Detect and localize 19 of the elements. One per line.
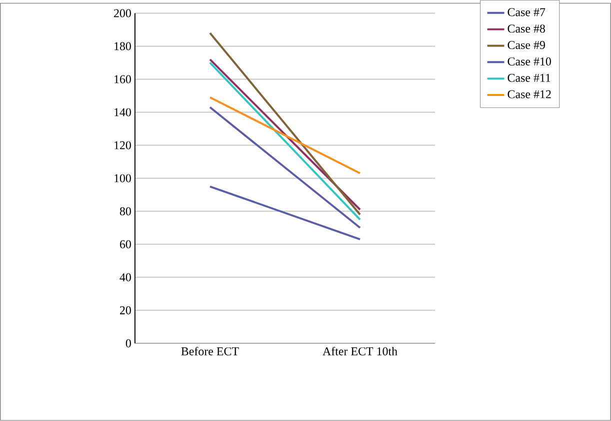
y-tick-label: 100	[114, 174, 131, 182]
y-tick-label: 40	[120, 273, 131, 282]
y-tick-label: 120	[114, 141, 131, 150]
y-tick-label: 180	[114, 42, 131, 50]
x-tick-label: Before ECT	[181, 346, 239, 356]
y-tick-label: 80	[120, 207, 131, 216]
y-tick-label: 60	[120, 240, 131, 248]
y-tick-label: 0	[126, 339, 131, 348]
legend-label: Case #12	[508, 90, 551, 98]
legend-label: Case #7	[508, 8, 546, 16]
legend-label: Case #11	[508, 74, 550, 82]
y-tick-label: 20	[120, 306, 131, 314]
y-tick-label: 160	[114, 75, 131, 84]
legend-label: Case #9	[508, 41, 545, 50]
y-tick-label: 200	[114, 9, 131, 18]
legend-label: Case #8	[508, 24, 545, 33]
x-tick-label: After ECT 10th	[322, 346, 398, 356]
y-tick-label: 140	[114, 108, 131, 116]
legend-label: Case #10	[508, 58, 551, 66]
